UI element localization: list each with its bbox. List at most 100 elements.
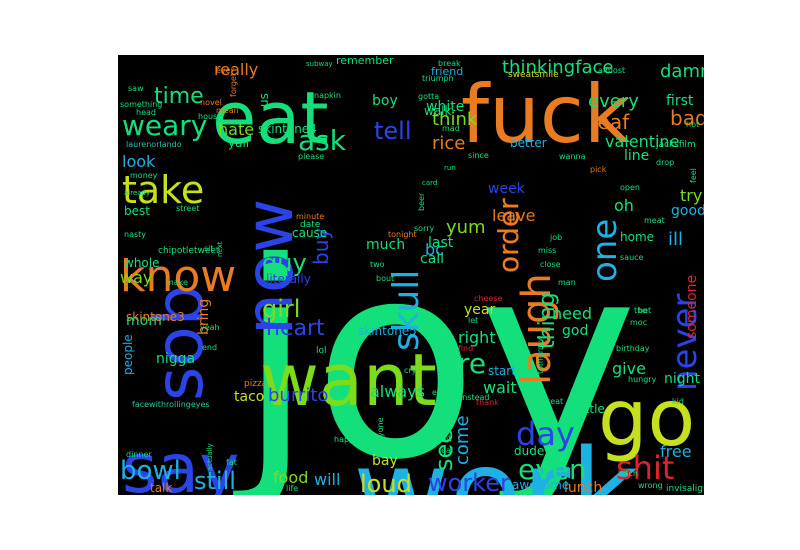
cloud-word-yeah: yeah [200,323,220,332]
cloud-word-think: think [432,109,478,130]
cloud-word-ever: ever [216,66,235,75]
cloud-word-walk: walk [424,104,452,118]
cloud-word-week: week [488,181,526,197]
cloud-word-let: let [468,316,478,325]
cloud-word-burrito: burrito [268,385,328,406]
cloud-word-make: make [166,278,188,287]
cloud-word-man: man [558,278,576,287]
cloud-word-first: first [666,93,694,109]
cloud-word-want: want [260,338,437,422]
cloud-word-buy: buy [309,228,333,265]
cloud-word-head: head [136,108,156,117]
cloud-word-right: right [458,328,496,347]
cloud-word-every: every [588,91,639,112]
cloud-word-re: re [458,347,486,380]
cloud-word-tomorrow: tomorrow [536,335,545,374]
cloud-word-will: will [314,470,340,489]
cloud-word-life: life [286,484,298,493]
cloud-word-end: end [202,343,217,352]
cloud-word-great: great [542,397,563,406]
cloud-word-always: always [370,382,425,401]
cloud-word-facewithrollingeyes: facewithrollingeyes [132,400,210,409]
cloud-word-food: food [273,468,308,487]
cloud-word-feel: feel [689,168,698,183]
cloud-word-talk: talk [150,481,172,495]
cloud-word-beer: beer [417,192,426,211]
cloud-word-best: best [124,204,150,218]
cloud-word-taco: taco [234,389,264,405]
cloud-word-everyone: everyone [376,417,385,455]
cloud-word-night: night [664,371,701,387]
cloud-word-white: white [426,99,464,115]
cloud-word-triumph: triumph [422,74,454,83]
cloud-word-one: one [585,219,625,282]
cloud-word-find: find [458,344,473,353]
cloud-word-novel: novel [200,98,222,107]
cloud-word-hungry: hungry [628,375,657,384]
cloud-word-instead: instead [460,393,490,402]
cloud-word-nigga: nigga [156,351,195,367]
cloud-word-us: us [257,93,271,107]
cloud-word-chipotletweet: chipotletweet [158,246,220,256]
cloud-word-gotta: gotta [418,92,439,101]
cloud-word-time: time [154,84,204,109]
cloud-word-heart: heart [266,316,325,341]
cloud-word-laugh: laugh [514,273,560,385]
cloud-word-line: line [624,148,649,164]
cloud-word-thank: thank [476,398,499,407]
cloud-word-remember: remember [336,55,394,67]
cloud-word-girl: girl [262,295,300,323]
cloud-word-loud: loud [360,470,412,495]
cloud-word-valentine: valentine [605,132,679,151]
cloud-word-way: way [120,268,152,287]
cloud-word-yum: yum [446,217,486,238]
cloud-word-wanna: wanna [559,152,586,161]
cloud-word-leaf: leaf [592,110,630,134]
cloud-word-tonight: tonight [388,230,417,239]
cloud-word-cry: cry [404,366,417,375]
cloud-word-minute: minute [296,212,324,221]
cloud-word-sit: sit [204,244,214,253]
cloud-word-bc: bc [425,240,444,259]
cloud-word-forget: forget [229,73,238,97]
cloud-word-sweatsmile: sweatsmile [508,70,559,80]
cloud-background [118,55,704,495]
cloud-word-thing: thing [535,292,560,349]
cloud-word-sauce: sauce [620,253,644,262]
cloud-word-oh: oh [614,196,634,215]
cloud-word-know: know [120,251,236,302]
cloud-word-fat: fat [226,458,237,467]
cloud-word-see: see [430,429,458,471]
cloud-word-something: something [120,100,162,109]
cloud-word-ill: ill [668,229,683,250]
cloud-word-call: call [420,251,444,267]
cloud-word-please: please [298,152,324,161]
cloud-word-much: much [366,237,405,253]
cloud-word-since: since [468,151,489,160]
cloud-word-day: day [516,415,575,453]
cloud-word-bout: bout [376,274,394,283]
cloud-word-date: date [300,220,321,230]
cloud-word-laurenorlando: laurenorlando [126,140,182,149]
cloud-word-next: next [216,241,224,257]
cloud-word-birthday: birthday [616,344,650,353]
cloud-word-skintone4: skintone4 [258,122,317,136]
cloud-word-already: already [124,189,150,197]
cloud-word-still: still [194,467,236,495]
cloud-word-real: real [438,446,453,455]
cloud-word-pick: pick [590,165,607,174]
cloud-word-money: money [130,171,158,180]
cloud-word-whole: whole [124,256,159,270]
cloud-word-order: order [492,198,525,273]
cloud-word-wrong: wrong [638,481,663,490]
cloud-word-mean: mean [216,106,239,115]
cloud-word-skintone3: skintone3 [126,310,185,324]
cloud-word-meat: meat [644,216,665,225]
cloud-word-saw: saw [128,84,144,93]
cloud-word-extra: extra [432,388,453,397]
cloud-word-ask: ask [298,124,347,157]
cloud-word-card: card [422,179,437,187]
cloud-word-put: put [438,434,451,443]
cloud-word-sob: sob [141,284,218,401]
cloud-word-worker: worker [428,469,510,495]
